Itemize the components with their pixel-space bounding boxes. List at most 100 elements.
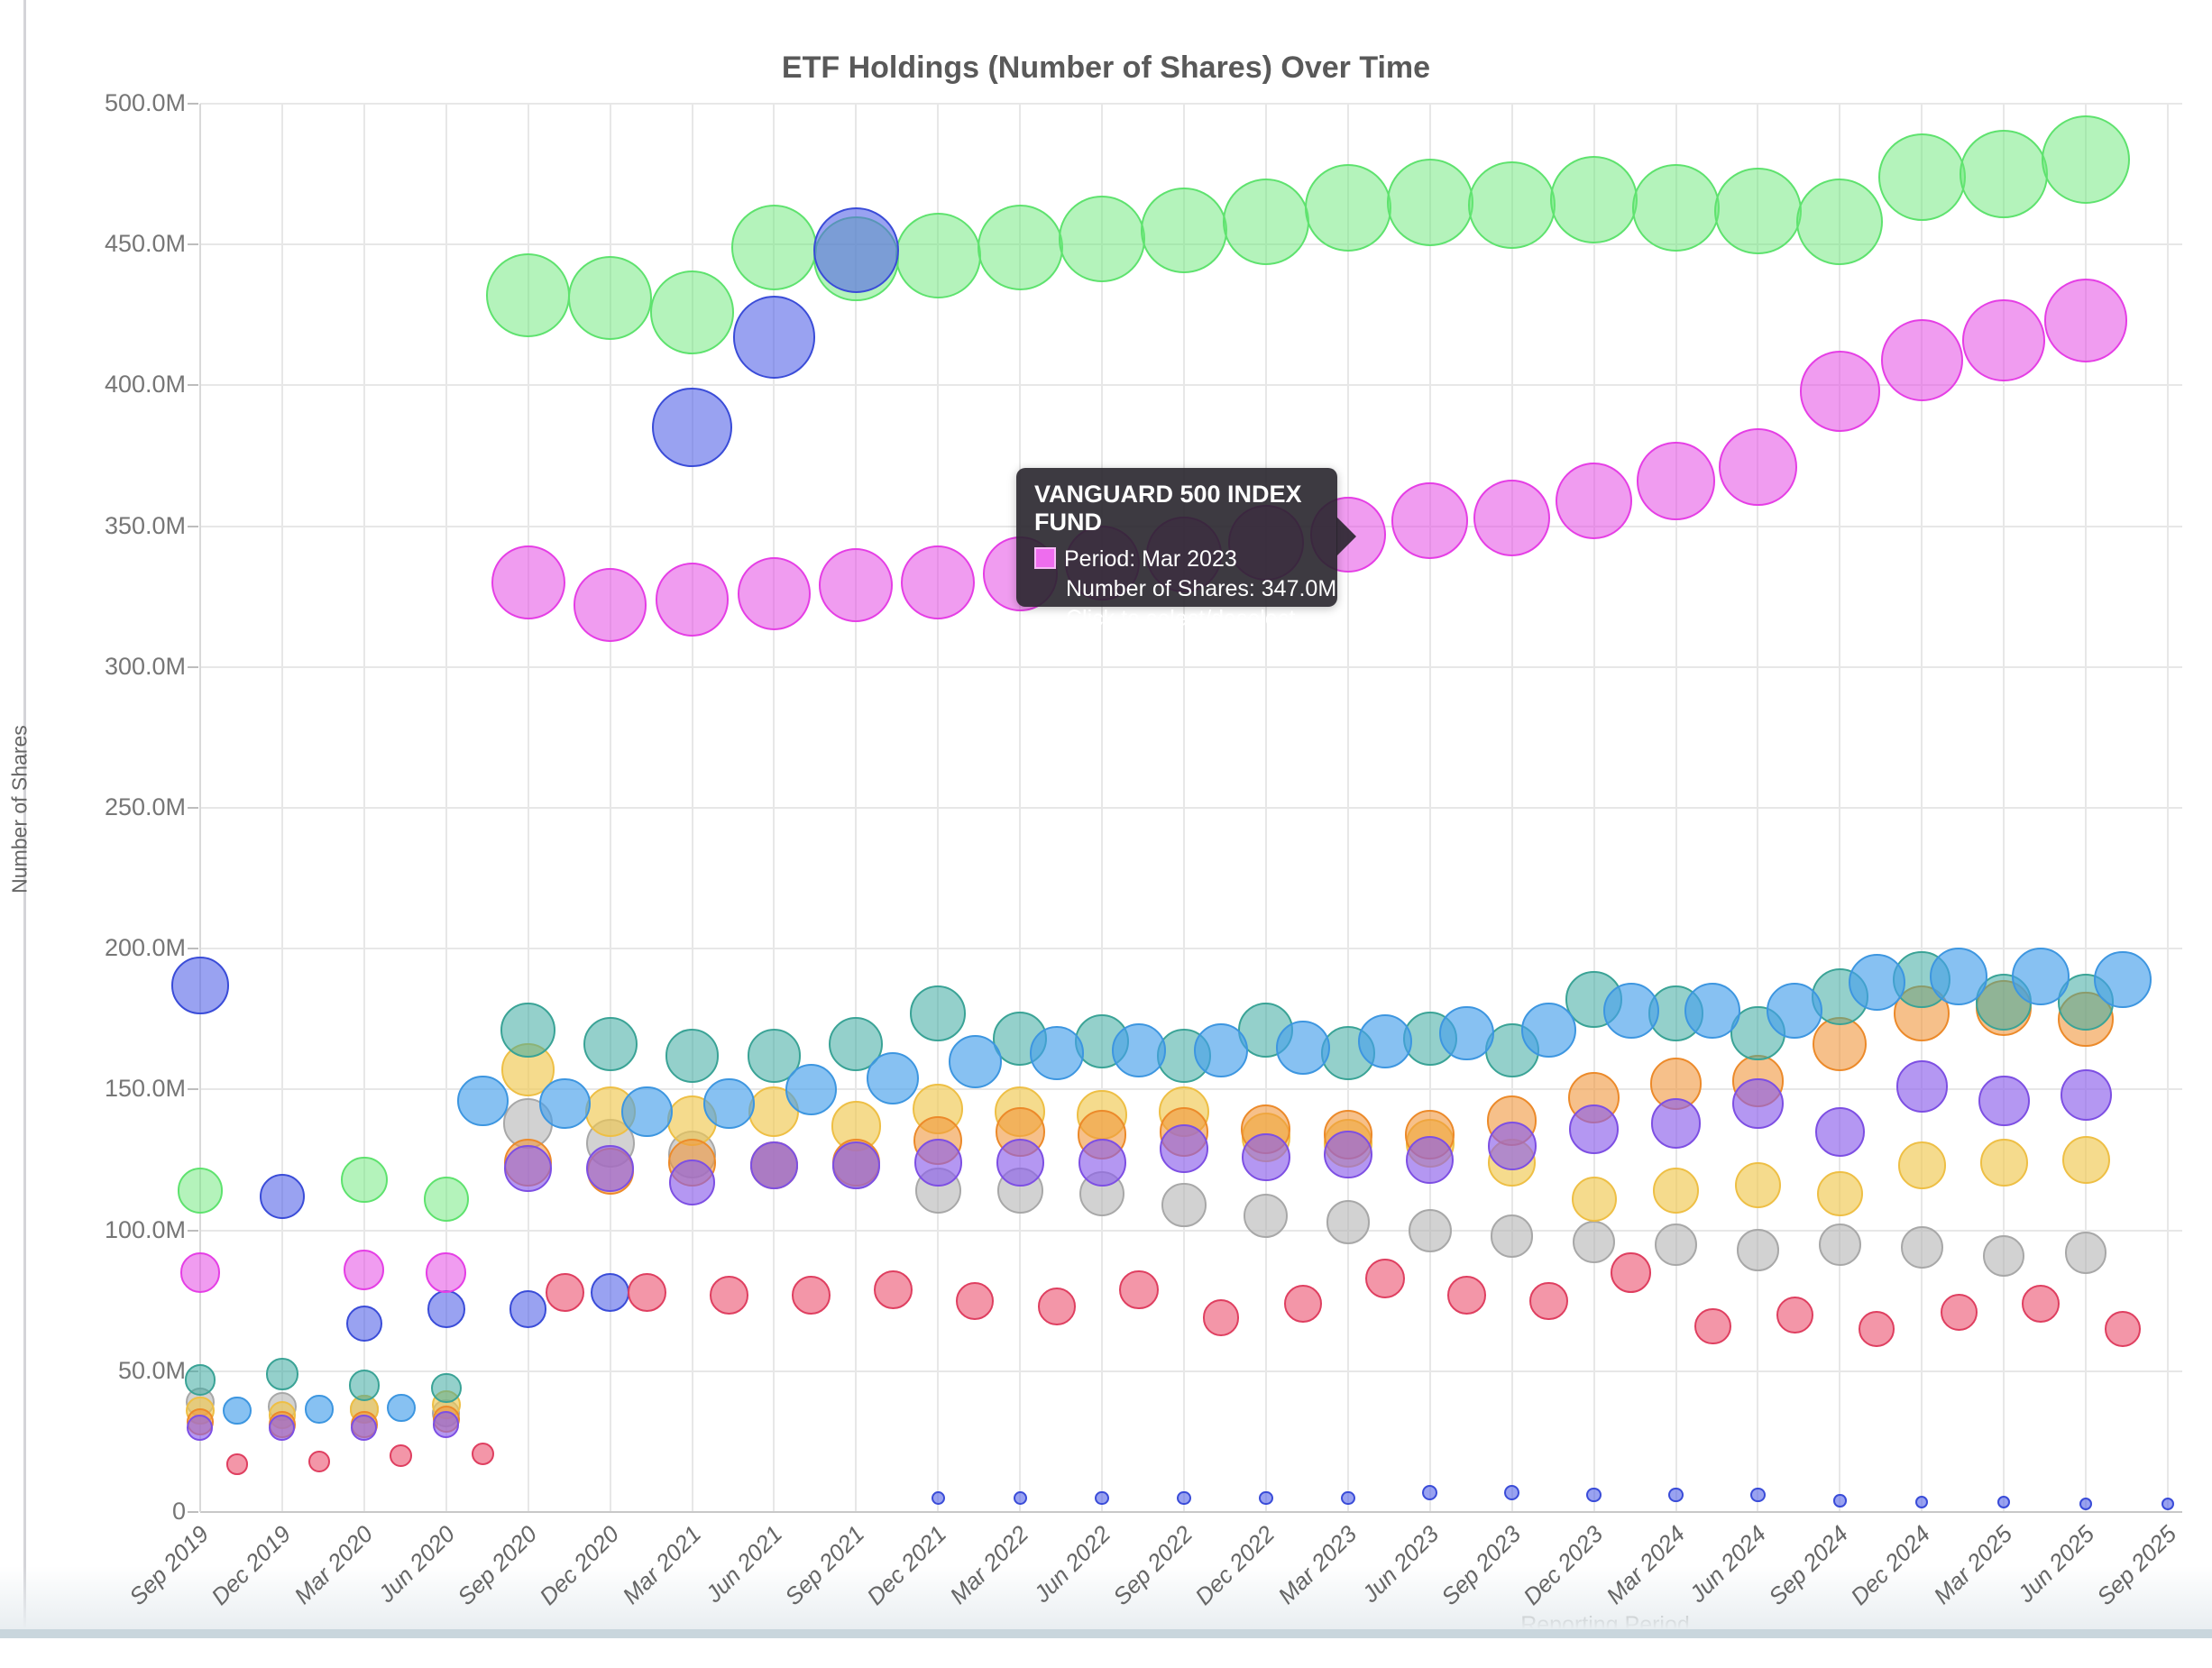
bubble-series-red[interactable]: [1694, 1307, 1731, 1344]
bubble-series-royalblue[interactable]: [812, 206, 899, 293]
bubble-vanguard-500-index-fund[interactable]: [491, 545, 565, 620]
bubble-series-red[interactable]: [1940, 1293, 1978, 1331]
bubble-vanguard-500-index-fund[interactable]: [1962, 298, 2046, 382]
bubble-series-skyblue[interactable]: [2012, 948, 2070, 1006]
bubble-series-purple[interactable]: [269, 1414, 296, 1441]
bubble-series-red[interactable]: [1611, 1252, 1651, 1293]
bubble-vanguard-500-index-fund[interactable]: [1799, 350, 1881, 432]
bubble-series-green[interactable]: [1796, 179, 1884, 266]
bubble-series-red[interactable]: [226, 1453, 248, 1475]
bubble-series-green[interactable]: [1877, 133, 1967, 221]
bubble-series-skyblue[interactable]: [1602, 982, 1659, 1039]
bubble-series-teal[interactable]: [665, 1029, 720, 1083]
bubble-series-purple[interactable]: [1078, 1139, 1126, 1187]
bubble-series-red[interactable]: [1202, 1299, 1240, 1336]
bubble-series-red[interactable]: [546, 1272, 585, 1312]
bubble-series-skyblue[interactable]: [457, 1075, 509, 1127]
bubble-series-royalblue[interactable]: [652, 388, 732, 468]
bubble-series-purple[interactable]: [913, 1139, 962, 1187]
bubble-series-red[interactable]: [710, 1276, 748, 1315]
bubble-series-teal[interactable]: [829, 1017, 884, 1072]
bubble-series-red[interactable]: [873, 1269, 913, 1309]
bubble-series-royalblue[interactable]: [732, 296, 816, 380]
bubble-series-royalblue[interactable]: [1668, 1488, 1684, 1503]
bubble-series-royalblue[interactable]: [427, 1290, 465, 1328]
bubble-series-red[interactable]: [1776, 1296, 1813, 1333]
bubble-series-yellow[interactable]: [1979, 1139, 2028, 1187]
bubble-series-purple[interactable]: [1650, 1098, 1702, 1149]
bubble-series-purple[interactable]: [586, 1144, 634, 1193]
bubble-series-purple[interactable]: [1895, 1060, 1949, 1114]
bubble-series-teal[interactable]: [583, 1017, 638, 1072]
bubble-series-royalblue[interactable]: [1750, 1488, 1766, 1503]
bubble-series-purple[interactable]: [351, 1414, 378, 1441]
bubble-series-red[interactable]: [1283, 1284, 1322, 1323]
bubble-series-green[interactable]: [486, 252, 571, 338]
bubble-vanguard-500-index-fund[interactable]: [426, 1252, 467, 1293]
bubble-series-green[interactable]: [1550, 155, 1638, 243]
bubble-series-purple[interactable]: [1242, 1132, 1290, 1181]
bubble-series-purple[interactable]: [832, 1141, 880, 1190]
bubble-series-royalblue[interactable]: [2162, 1497, 2175, 1510]
bubble-series-royalblue[interactable]: [1177, 1490, 1191, 1506]
bubble-series-royalblue[interactable]: [1341, 1490, 1355, 1506]
bubble-series-royalblue[interactable]: [1504, 1484, 1520, 1500]
bubble-series-green[interactable]: [895, 213, 981, 299]
bubble-series-purple[interactable]: [750, 1141, 798, 1190]
bubble-series-yellow[interactable]: [1734, 1161, 1782, 1209]
bubble-series-purple[interactable]: [1160, 1124, 1208, 1173]
bubble-series-skyblue[interactable]: [539, 1077, 591, 1130]
bubble-series-skyblue[interactable]: [1930, 948, 1988, 1006]
bubble-series-green[interactable]: [1468, 161, 1556, 249]
bubble-vanguard-500-index-fund[interactable]: [737, 556, 812, 631]
bubble-series-red[interactable]: [472, 1443, 495, 1466]
bubble-series-yellow[interactable]: [2061, 1136, 2110, 1184]
bubble-series-red[interactable]: [791, 1276, 831, 1315]
bubble-series-green[interactable]: [1386, 159, 1474, 246]
bubble-series-gray[interactable]: [1244, 1194, 1289, 1239]
bubble-vanguard-500-index-fund[interactable]: [901, 545, 976, 620]
bubble-series-yellow[interactable]: [1571, 1177, 1617, 1223]
bubble-series-green[interactable]: [1059, 196, 1145, 282]
bubble-series-teal[interactable]: [348, 1370, 380, 1401]
bubble-series-red[interactable]: [1364, 1258, 1405, 1298]
bubble-series-skyblue[interactable]: [1684, 982, 1741, 1039]
bubble-series-red[interactable]: [2105, 1311, 2141, 1347]
bubble-series-royalblue[interactable]: [345, 1305, 383, 1342]
bubble-series-skyblue[interactable]: [867, 1051, 920, 1104]
bubble-series-red[interactable]: [1447, 1276, 1487, 1315]
bubble-series-orange[interactable]: [1813, 1017, 1868, 1072]
bubble-series-royalblue[interactable]: [1915, 1496, 1929, 1509]
bubble-series-red[interactable]: [1119, 1269, 1159, 1309]
bubble-series-gray[interactable]: [1408, 1208, 1452, 1252]
bubble-series-green[interactable]: [1223, 179, 1309, 266]
bubble-series-red[interactable]: [307, 1450, 330, 1472]
bubble-series-gray[interactable]: [1655, 1223, 1697, 1266]
bubble-vanguard-500-index-fund[interactable]: [344, 1249, 385, 1290]
bubble-series-royalblue[interactable]: [1259, 1490, 1273, 1506]
bubble-series-red[interactable]: [956, 1281, 995, 1320]
bubble-series-purple[interactable]: [996, 1139, 1044, 1187]
bubble-series-teal[interactable]: [910, 985, 967, 1041]
bubble-series-purple[interactable]: [668, 1159, 716, 1206]
bubble-series-gray[interactable]: [1900, 1225, 1943, 1269]
bubble-series-purple[interactable]: [1815, 1106, 1865, 1157]
bubble-series-green[interactable]: [423, 1177, 469, 1223]
bubble-series-green[interactable]: [977, 204, 1063, 290]
bubble-vanguard-500-index-fund[interactable]: [1719, 427, 1797, 507]
bubble-vanguard-500-index-fund[interactable]: [1880, 318, 1963, 401]
bubble-series-royalblue[interactable]: [259, 1173, 306, 1220]
bubble-series-skyblue[interactable]: [1030, 1025, 1084, 1080]
bubble-series-royalblue[interactable]: [1013, 1490, 1027, 1506]
bubble-vanguard-500-index-fund[interactable]: [2043, 279, 2128, 362]
bubble-series-royalblue[interactable]: [591, 1272, 630, 1312]
bubble-series-purple[interactable]: [187, 1414, 214, 1441]
bubble-series-skyblue[interactable]: [2094, 950, 2152, 1009]
bubble-vanguard-500-index-fund[interactable]: [655, 563, 730, 637]
bubble-series-gray[interactable]: [1818, 1223, 1861, 1266]
bubble-vanguard-500-index-fund[interactable]: [1391, 481, 1469, 559]
bubble-series-green[interactable]: [1960, 130, 2048, 218]
bubble-series-royalblue[interactable]: [1422, 1484, 1438, 1500]
bubble-series-gray[interactable]: [1326, 1199, 1371, 1244]
bubble-vanguard-500-index-fund[interactable]: [819, 548, 894, 623]
